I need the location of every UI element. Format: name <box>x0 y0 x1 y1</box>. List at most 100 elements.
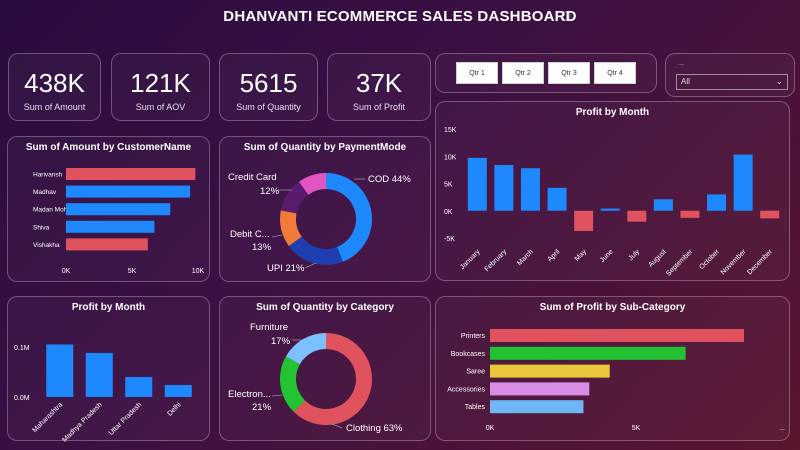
leader-line <box>271 394 283 397</box>
kpi-label: Sum of AOV <box>135 102 186 112</box>
bar <box>490 400 584 414</box>
dropdown-label: ... <box>678 60 684 67</box>
bar <box>66 220 155 233</box>
chevron-down-icon: ⌄ <box>775 76 783 86</box>
bar <box>125 377 153 397</box>
x-tick-label: 0K <box>486 425 495 432</box>
bar <box>164 385 192 397</box>
y-tick-label: 0.1M <box>14 345 30 352</box>
bar <box>490 382 590 396</box>
bar <box>494 164 514 211</box>
profit-by-state-card: Profit by Month 0.0M 0.1M Maharashtra Madhy… <box>7 296 210 442</box>
y-tick-label: 15K <box>444 127 457 134</box>
slice-pct: 13% <box>252 242 272 253</box>
category-label: Madhav <box>33 189 57 196</box>
category-label: Vishakha <box>33 242 60 249</box>
x-tick-label: July <box>627 248 641 262</box>
x-tick-label: June <box>599 248 615 264</box>
category-label: Bookcases <box>451 351 486 358</box>
slice-label: Credit Card <box>228 172 277 183</box>
amount-by-customer-card: Sum of Amount by CustomerName Harivansh M… <box>7 136 210 282</box>
quantity-by-payment-chart: COD 44% UPI 21% Debit C... 13% Credit Card 12… <box>228 172 411 274</box>
loading-icon <box>561 11 571 21</box>
bar <box>707 194 727 211</box>
bar <box>733 154 753 211</box>
slice-pct: 12% <box>260 186 280 197</box>
kpi-card-profit: 37K Sum of Profit <box>327 53 431 121</box>
x-tick-label: 5K <box>128 268 137 275</box>
leader-line <box>331 423 343 429</box>
x-tick-label: September <box>665 248 695 278</box>
chart-title: Sum of Profit by Sub-Category <box>539 302 686 313</box>
x-tick-label: 10K <box>192 268 205 275</box>
amount-by-customer-chart: Harivansh Madhav Madan Mohan Shiva Vishakha 0… <box>33 168 205 275</box>
y-tick-label: 10K <box>444 154 457 161</box>
x-tick-label: Maharashtra <box>31 401 64 434</box>
kpi-label: Sum of Quantity <box>236 102 301 112</box>
x-tick-label: November <box>720 248 748 276</box>
bar <box>66 203 171 216</box>
chart-title: Sum of Quantity by PaymentMode <box>243 142 407 153</box>
leader-line <box>304 262 317 269</box>
chart-title: Profit by Month <box>71 302 146 313</box>
quantity-by-category-chart: Clothing 63% Electron... 21% Furniture 17% <box>228 322 403 434</box>
bar <box>490 346 686 360</box>
bar <box>600 208 620 211</box>
bar <box>490 329 745 342</box>
category-label: Saree <box>466 369 485 376</box>
kpi-value: 5615 <box>239 68 298 98</box>
bar <box>680 210 700 218</box>
slice <box>288 236 343 265</box>
y-tick-label: 0.0M <box>14 395 30 402</box>
profit-by-month-card: Profit by Month -5K 0K 5K 10K 15K January Febr… <box>435 101 790 281</box>
bar <box>574 210 594 231</box>
category-label: Tables <box>465 404 486 411</box>
quantity-by-category-card: Sum of Quantity by Category Clothing 63%… <box>219 296 431 441</box>
chart-title: Profit by Month <box>575 107 650 118</box>
y-tick-label: 0K <box>444 209 453 216</box>
slice-label: Electron... <box>228 389 271 400</box>
x-tick-label: April <box>547 248 562 263</box>
x-tick-label: ... <box>779 425 785 432</box>
x-tick-label: 0K <box>62 268 71 275</box>
chart-title: Sum of Amount by CustomerName <box>25 142 192 153</box>
slice-pct: 21% <box>252 402 272 413</box>
x-tick-label: Madhya Pradesh <box>61 401 103 442</box>
x-tick-label: February <box>484 248 509 273</box>
quantity-by-payment-card: Sum of Quantity by PaymentMode COD 44% UP… <box>219 136 431 282</box>
y-tick-label: 5K <box>444 182 453 189</box>
category-label: Printers <box>461 333 486 340</box>
chart-title: Sum of Quantity by Category <box>256 302 394 313</box>
bar <box>627 210 647 222</box>
bar <box>547 187 567 211</box>
bar <box>467 157 487 211</box>
slice <box>293 333 372 425</box>
filter-dropdown[interactable]: All ⌄ <box>676 74 788 90</box>
kpi-value: 37K <box>355 68 403 98</box>
slice <box>280 356 305 412</box>
kpi-card-amount: 438K Sum of Amount <box>8 53 101 121</box>
filter-dropdown-card: ... All ⌄ <box>665 53 795 97</box>
slicer-qtr1-button[interactable]: Qtr 1 <box>456 62 498 84</box>
slicer-qtr3-button[interactable]: Qtr 3 <box>548 62 590 84</box>
bar <box>85 353 113 397</box>
slice-label: COD 44% <box>368 174 411 185</box>
kpi-value: 121K <box>130 68 191 98</box>
dropdown-value: All <box>681 77 690 86</box>
slicer-qtr4-button[interactable]: Qtr 4 <box>594 62 636 84</box>
slice-label: UPI 21% <box>267 263 305 274</box>
profit-by-subcategory-card: Sum of Profit by Sub-Category Printers Bo… <box>435 296 790 441</box>
slicer-qtr2-button[interactable]: Qtr 2 <box>502 62 544 84</box>
slice <box>298 173 326 195</box>
slice-label: Furniture <box>250 322 288 333</box>
leader-line <box>271 234 283 238</box>
dashboard-title: DHANVANTI ECOMMERCE SALES DASHBOARD <box>223 8 577 25</box>
x-tick-label: October <box>698 248 721 271</box>
category-label: Harivansh <box>33 172 63 179</box>
bar <box>46 344 74 397</box>
profit-by-subcategory-chart: Printers Bookcases Saree Accessories Tables 0… <box>447 329 785 432</box>
x-tick-label: Delhi <box>166 401 183 418</box>
slice-pct: 17% <box>271 336 291 347</box>
bar <box>490 364 610 378</box>
slice <box>280 210 302 247</box>
